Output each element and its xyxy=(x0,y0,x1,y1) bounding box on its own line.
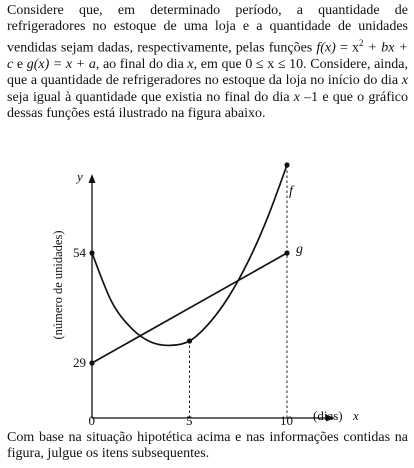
series-f-line xyxy=(91,164,288,347)
x-tick-10: 10 xyxy=(280,413,293,428)
y-tick-29: 29 xyxy=(73,355,86,370)
x-axis-var: x xyxy=(352,408,359,423)
closing-instruction: Com base na situação hipotética acima e … xyxy=(7,430,408,462)
series-label-g: g xyxy=(296,242,303,257)
point-0-54 xyxy=(89,250,95,256)
x-tick-5: 5 xyxy=(186,413,193,428)
point-0-29 xyxy=(89,360,95,366)
point-5-34 xyxy=(186,338,193,344)
x-tick-0: 0 xyxy=(89,413,96,428)
f-definition-lhs: f(x) xyxy=(316,41,336,57)
y-axis-arrow xyxy=(88,174,96,183)
point-10-54 xyxy=(284,250,290,256)
series-g-line xyxy=(91,252,288,364)
domain-condition: 0 ≤ x ≤ 10 xyxy=(245,57,304,73)
y-tick-54: 54 xyxy=(73,245,87,260)
x-axis-unit: (dias) xyxy=(313,408,343,423)
problem-intro: Considere que, em determinado período, a… xyxy=(7,3,408,121)
x-axis-arrow xyxy=(326,414,335,422)
g-definition-lhs: g(x) xyxy=(26,57,50,73)
point-10-74 xyxy=(284,162,290,168)
y-axis-title: (número de unidades) xyxy=(51,231,65,340)
series-label-f: f xyxy=(289,184,295,199)
y-axis-var: y xyxy=(75,169,83,184)
